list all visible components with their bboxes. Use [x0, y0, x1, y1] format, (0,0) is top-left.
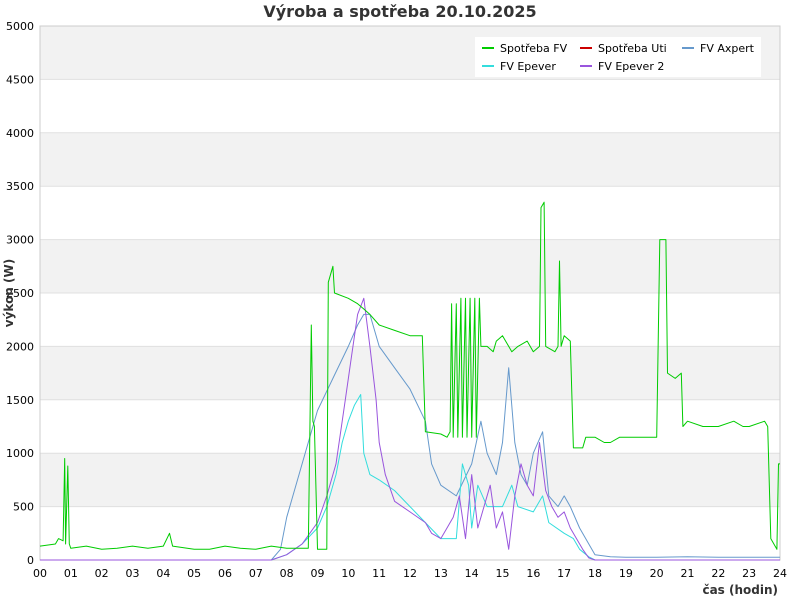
- chart-title: Výroba a spotřeba 20.10.2025: [263, 2, 536, 21]
- x-tick-label: 15: [496, 567, 510, 580]
- x-tick-label: 10: [341, 567, 355, 580]
- x-tick-label: 03: [126, 567, 140, 580]
- series-lines: [39, 201, 780, 561]
- y-tick-label: 3500: [6, 180, 34, 193]
- x-tick-label: 13: [434, 567, 448, 580]
- grid-band: [40, 453, 780, 507]
- legend-label: Spotřeba Uti: [598, 42, 667, 55]
- x-tick-label: 20: [650, 567, 664, 580]
- x-tick-label: 08: [280, 567, 294, 580]
- x-tick-label: 23: [742, 567, 756, 580]
- x-tick-label: 01: [64, 567, 78, 580]
- series-line-2: [40, 313, 780, 561]
- x-tick-label: 07: [249, 567, 263, 580]
- grid-band: [40, 132, 780, 187]
- y-tick-label: 1000: [6, 447, 34, 460]
- grid-band: [40, 346, 780, 400]
- y-tick-label: 0: [27, 554, 34, 567]
- y-tick-label: 2500: [6, 287, 34, 300]
- x-tick-label: 17: [557, 567, 571, 580]
- legend-label: FV Axpert: [700, 42, 755, 55]
- grid-band: [40, 506, 780, 560]
- series-line-3: [40, 394, 780, 561]
- y-tick-label: 2000: [6, 340, 34, 353]
- x-tick-label: 14: [465, 567, 479, 580]
- y-tick-label: 3000: [6, 234, 34, 247]
- x-tick-label: 05: [187, 567, 201, 580]
- grid-bands: [40, 26, 780, 560]
- x-tick-label: 12: [403, 567, 417, 580]
- x-tick-label: 11: [372, 567, 386, 580]
- grid-band: [40, 239, 780, 293]
- x-tick-label: 09: [311, 567, 325, 580]
- grid-band: [40, 186, 780, 240]
- legend-label: FV Epever 2: [598, 60, 664, 73]
- x-tick-label: 21: [681, 567, 695, 580]
- grid-band: [40, 79, 780, 133]
- x-tick-labels: 00 01 02 03 04 05 06 07 08 09 10 11 12 13 14 15 16 17 18 19…: [33, 567, 787, 580]
- grid-band: [40, 293, 780, 347]
- plot-border: [39, 25, 781, 561]
- x-tick-label: 22: [711, 567, 725, 580]
- y-tick-label: 4000: [6, 127, 34, 140]
- y-tick-label: 500: [13, 501, 34, 514]
- y-tick-label: 5000: [6, 20, 34, 33]
- legend-box: [475, 37, 761, 77]
- y-axis-label: výkon (W): [2, 259, 16, 327]
- legend: Spotřeba FV Spotřeba Uti FV Axpert FV Epeve…: [475, 37, 761, 77]
- x-tick-label: 04: [156, 567, 170, 580]
- series-line-0: [39, 201, 780, 550]
- y-tick-label: 1500: [6, 394, 34, 407]
- x-tick-label: 19: [619, 567, 633, 580]
- y-tick-label: 4500: [6, 73, 34, 86]
- x-tick-label: 02: [95, 567, 109, 580]
- y-tick-labels: 0 500 1000 1500 2000 2500 3000 3500 4000 4500 5000: [6, 20, 34, 567]
- x-tick-label: 16: [526, 567, 540, 580]
- legend-label: FV Epever: [500, 60, 556, 73]
- x-tick-label: 24: [773, 567, 787, 580]
- series-line-4: [40, 297, 780, 561]
- legend-label: Spotřeba FV: [500, 42, 568, 55]
- grid-band: [40, 399, 780, 454]
- x-axis-label: čas (hodin): [702, 583, 778, 597]
- x-tick-label: 18: [588, 567, 602, 580]
- x-tick-label: 00: [33, 567, 47, 580]
- x-tick-label: 06: [218, 567, 232, 580]
